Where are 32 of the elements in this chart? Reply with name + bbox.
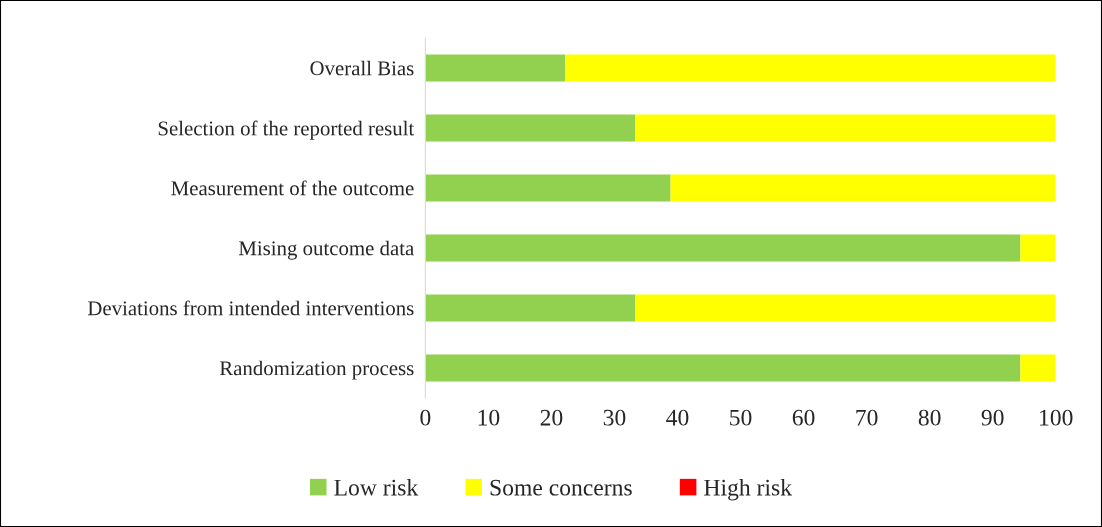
bar [425, 54, 566, 82]
legend-label: High risk [704, 479, 793, 501]
y-tick-label: Deviations from intended interventions [87, 300, 414, 316]
x-tick-label: 0 [420, 409, 431, 426]
x-tick-label: 80 [918, 409, 941, 426]
y-tick-label: Measurement of the outcome [171, 180, 414, 196]
legend-label: Low risk [334, 479, 419, 496]
bar [1020, 354, 1056, 382]
y-tick-label: Randomization process [219, 360, 414, 380]
x-tick-label: 70 [856, 409, 878, 426]
y-tick-label: Selection of the reported result [158, 120, 415, 140]
x-tick-label: 90 [981, 409, 1004, 426]
bar [635, 294, 1056, 322]
legend-label: Some concerns [490, 479, 632, 496]
bar [670, 174, 1056, 202]
y-tick-label: Overall Bias [310, 60, 414, 76]
bar [1020, 234, 1056, 262]
x-tick-label: 20 [540, 409, 563, 426]
x-tick-label: 50 [730, 409, 752, 426]
bar [425, 114, 636, 142]
x-tick-label: 40 [666, 409, 689, 426]
bar [565, 54, 1056, 82]
bar [425, 354, 1021, 382]
x-tick-label: 60 [792, 409, 815, 426]
x-tick-label: 30 [603, 409, 626, 426]
x-tick-label: 10 [478, 409, 500, 426]
bar [425, 174, 671, 202]
bar [425, 294, 636, 322]
y-tick-label: Mising outcome data [238, 240, 414, 260]
bar [425, 234, 1021, 262]
bar [635, 114, 1056, 142]
x-tick-label: 100 [1040, 409, 1073, 426]
